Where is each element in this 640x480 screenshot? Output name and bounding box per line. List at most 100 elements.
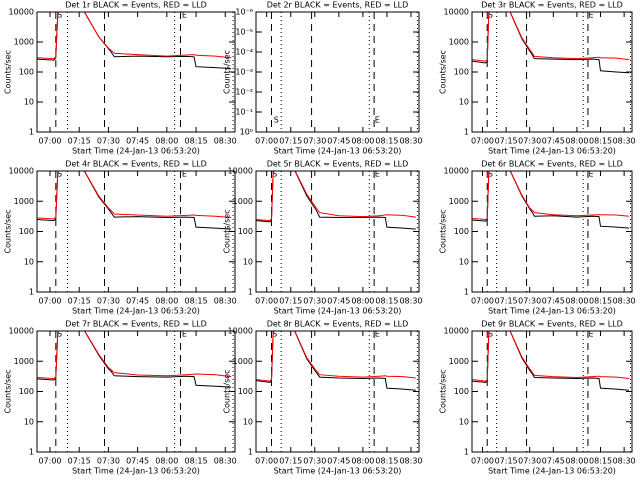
y-axis-label: Counts/sec [439, 369, 448, 413]
x-tick-label: 08:30 [613, 137, 636, 146]
chart-title: Det 9r BLACK = Events, RED = LLD [481, 320, 623, 329]
x-axis-label: Start Time (24-Jan-13 06:53:20) [274, 307, 402, 316]
x-tick-label: 07:30 [303, 297, 326, 306]
y-tick-label: 100 [19, 387, 34, 396]
x-tick-label: 07:15 [279, 297, 302, 306]
annotation: S [488, 169, 493, 178]
annotation: S [488, 10, 493, 19]
chart-title: Det 2r BLACK = Events, RED = LLD [267, 1, 409, 10]
y-tick-label: 10 [459, 417, 469, 426]
data-line [37, 331, 232, 380]
x-axis-label: Start Time (24-Jan-13 06:53:20) [274, 147, 402, 156]
y-tick-label: 100 [19, 68, 34, 77]
annotation: S [57, 10, 62, 19]
y-tick-label: 10 [24, 417, 34, 426]
data-line [37, 331, 232, 388]
x-tick-label: 07:45 [126, 137, 149, 146]
x-axis-label: Start Time (24-Jan-13 06:53:20) [72, 467, 200, 476]
data-line [472, 171, 629, 229]
y-tick-label: 10⁻⁴ [235, 48, 253, 57]
x-axis-label: Start Time (24-Jan-13 06:53:20) [488, 467, 616, 476]
y-tick-label: 1000 [449, 197, 469, 206]
y-tick-label: 100 [454, 68, 469, 77]
annotation: S [488, 329, 493, 338]
annotation: E [589, 169, 594, 178]
y-axis-label: Counts/sec [223, 209, 232, 253]
x-tick-label: 08:15 [589, 297, 612, 306]
chart-title: Det 1r BLACK = Events, RED = LLD [65, 1, 207, 10]
x-tick-label: 07:45 [542, 457, 565, 466]
x-axis-label: Start Time (24-Jan-13 06:53:20) [488, 147, 616, 156]
chart-title: Det 5r BLACK = Events, RED = LLD [267, 160, 409, 169]
x-tick-label: 08:30 [214, 457, 237, 466]
y-axis-label: Counts/sec [4, 50, 13, 94]
y-axis-label: Counts/sec [223, 369, 232, 413]
data-line [472, 12, 629, 74]
plot-box [255, 330, 420, 453]
y-tick-label: 1000 [14, 357, 34, 366]
panel: Det 9r BLACK = Events, RED = LLD Start Ti… [439, 320, 636, 476]
x-tick-label: 08:30 [613, 457, 636, 466]
panel: Det 5r BLACK = Events, RED = LLD Start Ti… [223, 160, 423, 316]
x-tick-label: 07:00 [471, 457, 494, 466]
data-line [256, 171, 416, 222]
annotation: S [272, 169, 277, 178]
x-tick-label: 08:00 [351, 137, 374, 146]
x-tick-label: 07:30 [518, 137, 541, 146]
x-tick-label: 07:45 [327, 457, 350, 466]
x-tick-label: 08:15 [589, 137, 612, 146]
x-tick-label: 08:15 [185, 457, 208, 466]
x-tick-label: 08:00 [155, 457, 178, 466]
panel: Det 3r BLACK = Events, RED = LLD Start Ti… [439, 1, 636, 156]
x-axis-label: Start Time (24-Jan-13 06:53:20) [72, 307, 200, 316]
y-tick-label: 10000 [444, 327, 469, 336]
x-tick-label: 07:30 [303, 457, 326, 466]
y-tick-label: 1 [464, 128, 469, 137]
x-tick-label: 08:00 [155, 297, 178, 306]
y-tick-label: 100 [454, 227, 469, 236]
y-tick-label: 10000 [228, 167, 253, 176]
x-tick-label: 07:15 [495, 457, 518, 466]
panel: Det 1r BLACK = Events, RED = LLD Start Ti… [4, 1, 237, 156]
x-tick-label: 07:30 [97, 137, 120, 146]
x-tick-label: 07:00 [38, 137, 61, 146]
y-tick-label: 10 [459, 257, 469, 266]
x-tick-label: 08:00 [565, 137, 588, 146]
annotation: S [57, 169, 62, 178]
y-tick-label: 10000 [9, 167, 34, 176]
y-tick-label: 10⁻⁶ [235, 8, 253, 17]
annotation: S [272, 329, 277, 338]
x-tick-label: 07:00 [255, 137, 278, 146]
annotation: E [182, 10, 187, 19]
y-tick-label: 1000 [14, 38, 34, 47]
x-tick-label: 07:45 [126, 297, 149, 306]
y-axis-label: Counts/sec [223, 50, 232, 94]
annotation: E [182, 169, 187, 178]
chart-title: Det 4r BLACK = Events, RED = LLD [65, 160, 207, 169]
y-tick-label: 10000 [444, 167, 469, 176]
y-tick-label: 1 [464, 288, 469, 297]
y-tick-label: 100 [454, 387, 469, 396]
x-axis-label: Start Time (24-Jan-13 06:53:20) [274, 467, 402, 476]
annotation: E [182, 329, 187, 338]
plot-box [36, 330, 236, 453]
data-line [256, 171, 416, 230]
data-line [472, 331, 629, 382]
x-tick-label: 08:15 [375, 137, 398, 146]
y-tick-label: 10000 [9, 327, 34, 336]
y-tick-label: 1 [29, 448, 34, 457]
x-tick-label: 08:15 [375, 457, 398, 466]
x-tick-label: 08:30 [399, 297, 422, 306]
y-tick-label: 100 [19, 227, 34, 236]
x-tick-label: 07:15 [495, 137, 518, 146]
y-tick-label: 10⁻² [235, 88, 253, 97]
annotation: E [375, 115, 380, 124]
y-axis-label: Counts/sec [439, 209, 448, 253]
x-tick-label: 08:15 [589, 457, 612, 466]
x-tick-label: 07:15 [68, 457, 91, 466]
plot-box [471, 170, 633, 293]
y-tick-label: 1 [29, 128, 34, 137]
y-tick-label: 1 [248, 288, 253, 297]
x-tick-label: 07:30 [303, 137, 326, 146]
annotation: E [589, 10, 594, 19]
